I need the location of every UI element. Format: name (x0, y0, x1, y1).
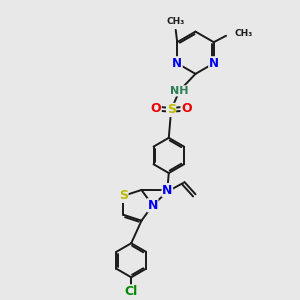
Text: O: O (151, 102, 161, 115)
Text: O: O (181, 102, 192, 115)
Text: N: N (162, 184, 172, 196)
Text: NH: NH (170, 86, 189, 96)
Text: N: N (209, 57, 219, 70)
Text: Cl: Cl (124, 285, 138, 298)
Text: S: S (167, 103, 176, 116)
Text: N: N (148, 199, 158, 212)
Text: CH₃: CH₃ (167, 17, 185, 26)
Text: CH₃: CH₃ (235, 29, 253, 38)
Text: S: S (119, 189, 128, 202)
Text: N: N (172, 57, 182, 70)
